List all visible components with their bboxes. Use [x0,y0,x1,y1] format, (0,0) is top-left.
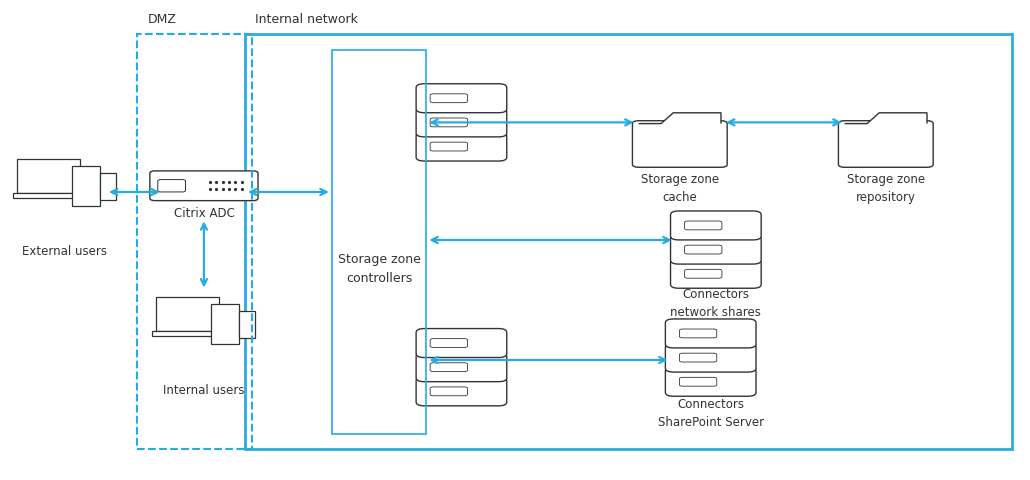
FancyBboxPatch shape [211,304,239,344]
FancyBboxPatch shape [685,245,722,254]
FancyBboxPatch shape [416,328,507,358]
Text: Internal network: Internal network [255,13,358,26]
FancyBboxPatch shape [100,173,115,200]
FancyBboxPatch shape [416,377,507,406]
FancyBboxPatch shape [680,329,717,338]
FancyBboxPatch shape [685,269,722,278]
FancyBboxPatch shape [665,343,756,372]
FancyBboxPatch shape [680,377,717,386]
Text: Connectors
SharePoint Server: Connectors SharePoint Server [657,398,764,430]
Bar [152,331,222,336]
FancyBboxPatch shape [685,221,722,230]
FancyBboxPatch shape [671,235,761,264]
FancyBboxPatch shape [632,121,727,168]
FancyBboxPatch shape [431,142,468,151]
Polygon shape [845,113,927,124]
Text: Storage zone
controllers: Storage zone controllers [338,253,420,285]
Text: Connectors
network shares: Connectors network shares [671,288,761,319]
Text: DMZ: DMZ [147,13,176,26]
FancyBboxPatch shape [150,171,258,201]
FancyBboxPatch shape [838,121,933,168]
Polygon shape [639,113,721,124]
Text: External users: External users [23,245,107,258]
FancyBboxPatch shape [16,159,79,193]
FancyBboxPatch shape [671,259,761,288]
FancyBboxPatch shape [665,367,756,396]
FancyBboxPatch shape [431,387,468,396]
FancyBboxPatch shape [239,311,254,337]
Text: Citrix ADC: Citrix ADC [173,207,235,220]
FancyBboxPatch shape [680,353,717,362]
Text: Storage zone
cache: Storage zone cache [641,173,719,204]
FancyBboxPatch shape [416,84,507,113]
FancyBboxPatch shape [431,94,468,103]
FancyBboxPatch shape [431,363,468,372]
Text: Storage zone
repository: Storage zone repository [847,173,925,204]
FancyBboxPatch shape [431,118,468,127]
FancyBboxPatch shape [416,108,507,137]
FancyBboxPatch shape [671,211,761,240]
Text: Internal users: Internal users [163,384,245,397]
FancyBboxPatch shape [158,180,185,192]
FancyBboxPatch shape [431,338,468,348]
FancyBboxPatch shape [156,297,218,331]
FancyBboxPatch shape [72,166,100,206]
Bar [13,193,83,198]
FancyBboxPatch shape [416,132,507,161]
FancyBboxPatch shape [665,319,756,348]
FancyBboxPatch shape [416,353,507,382]
